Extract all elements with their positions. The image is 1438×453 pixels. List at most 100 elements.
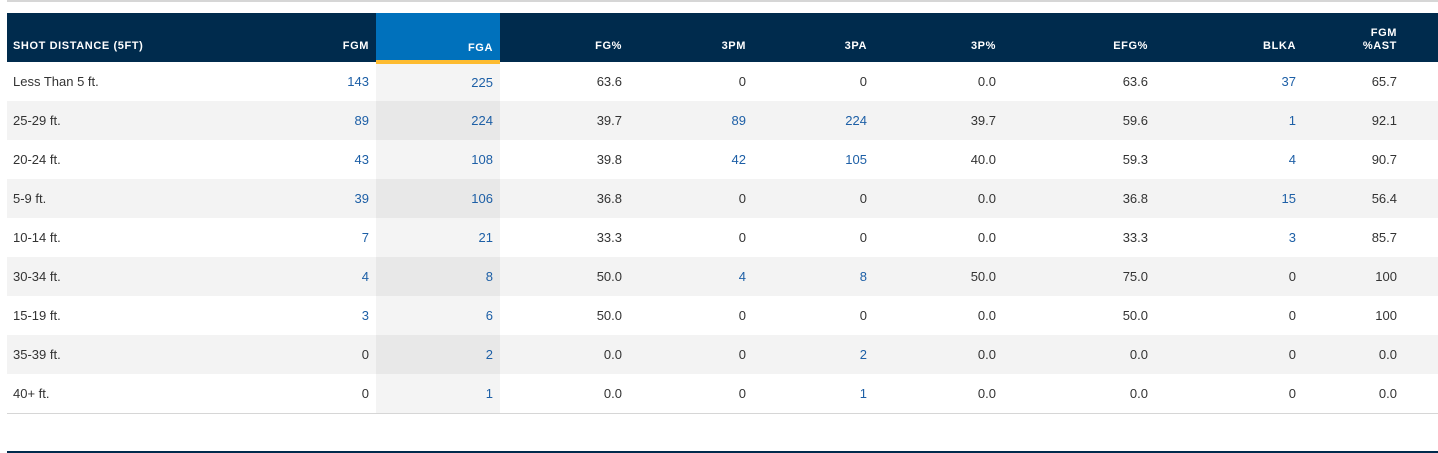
col-header-shot-distance[interactable]: SHOT DISTANCE (5FT) [13,40,144,52]
cell-fg-pct: 63.6 [500,62,630,101]
cell-efg-pct: 75.0 [1004,257,1157,296]
cell-fga-value[interactable]: 108 [471,152,493,167]
cell-3pa: 0 [754,62,876,101]
cell-fga-value[interactable]: 8 [485,269,493,284]
cell-3pa[interactable]: 2 [754,335,876,374]
cell-blka-value[interactable]: 1 [1288,113,1296,128]
cell-3pm-value[interactable]: 89 [731,113,746,128]
cell-distance-value: 20-24 ft. [13,152,61,167]
cell-3pa-value[interactable]: 1 [859,385,867,401]
cell-3pm: 0 [630,296,754,335]
cell-blka-value[interactable]: 15 [1281,191,1296,206]
cell-distance: 5-9 ft. [7,179,292,218]
cell-3pm[interactable]: 4 [630,257,754,296]
cell-3pa[interactable]: 105 [754,140,876,179]
cell-fgm-value[interactable]: 7 [361,230,369,245]
cell-3pa-value[interactable]: 105 [845,152,867,167]
cell-fga-value[interactable]: 106 [471,191,493,206]
cell-fgm-value: 0 [361,385,369,401]
cell-fgm-value[interactable]: 143 [347,74,369,89]
cell-fgm[interactable]: 7 [292,218,376,257]
cell-fgm[interactable]: 3 [292,296,376,335]
cell-fga[interactable]: 108 [376,140,500,179]
col-header-3pa[interactable]: 3PA [844,40,867,52]
cell-fgm-ast-value: 0.0 [1378,347,1397,362]
cell-distance-value: 30-34 ft. [13,269,61,284]
cell-distance-value: Less Than 5 ft. [13,74,99,89]
cell-3p-pct: 0.0 [876,335,1004,374]
cell-fgm-value[interactable]: 89 [354,113,369,128]
cell-fgm-value[interactable]: 39 [354,191,369,206]
cell-fga-value[interactable]: 21 [478,230,493,245]
cell-3pa-value[interactable]: 8 [859,269,867,284]
cell-3pa: 0 [754,296,876,335]
cell-3p-pct-value: 0.0 [977,308,996,323]
cell-3pm-value[interactable]: 42 [731,152,746,167]
cell-efg-pct: 33.3 [1004,218,1157,257]
cell-fgm-ast: 65.7 [1306,62,1438,101]
table-row: 25-29 ft. 89 224 39.7 89 224 39.7 59.6 1 92.1 [7,101,1438,140]
cell-blka[interactable]: 37 [1157,62,1306,101]
cell-blka[interactable]: 4 [1157,140,1306,179]
cell-fgm-value[interactable]: 43 [354,152,369,167]
cell-fga-value[interactable]: 224 [471,113,493,128]
cell-fgm: 0 [292,335,376,374]
cell-3pa[interactable]: 224 [754,101,876,140]
col-header-3pm[interactable]: 3PM [721,40,746,52]
cell-3pm[interactable]: 89 [630,101,754,140]
table-body: Less Than 5 ft. 143 225 63.6 0 0 0.0 63.6 37 65.7… [7,62,1438,414]
cell-3pa[interactable]: 8 [754,257,876,296]
col-header-fgm[interactable]: FGM [342,40,369,52]
cell-fga[interactable]: 225 [376,62,500,101]
cell-3pa-value[interactable]: 2 [859,347,867,362]
col-header-fga[interactable]: FGA [376,13,500,64]
col-header-fgm-ast[interactable]: FGM %AST [1362,27,1397,52]
cell-fgm-value[interactable]: 3 [361,308,369,323]
cell-distance-value: 40+ ft. [13,385,50,401]
cell-3pm: 0 [630,335,754,374]
cell-3pm-value[interactable]: 4 [738,269,746,284]
cell-fgm[interactable]: 43 [292,140,376,179]
cell-blka[interactable]: 15 [1157,179,1306,218]
cell-fgm-ast: 85.7 [1306,218,1438,257]
cell-fga-value[interactable]: 1 [485,385,493,401]
cell-fga-value[interactable]: 225 [471,75,493,90]
cell-fga[interactable]: 6 [376,296,500,335]
cell-fga-value[interactable]: 6 [485,308,493,323]
cell-fgm[interactable]: 39 [292,179,376,218]
cell-3pa[interactable]: 1 [754,374,876,414]
cell-blka-value[interactable]: 37 [1281,74,1296,89]
cell-3pa-value[interactable]: 224 [845,113,867,128]
cell-fga[interactable]: 2 [376,335,500,374]
col-header-efg-pct[interactable]: EFG% [1113,40,1148,52]
table-row: 40+ ft. 0 1 0.0 0 1 0.0 0.0 0 0.0 [7,374,1438,414]
cell-fga[interactable]: 8 [376,257,500,296]
col-header-fg-pct[interactable]: FG% [595,40,622,52]
cell-blka-value[interactable]: 4 [1288,152,1296,167]
cell-blka[interactable]: 1 [1157,101,1306,140]
cell-fga[interactable]: 1 [376,374,500,414]
cell-distance: 20-24 ft. [7,140,292,179]
cell-fgm[interactable]: 89 [292,101,376,140]
cell-fga-value[interactable]: 2 [485,347,493,362]
cell-3pm[interactable]: 42 [630,140,754,179]
cell-fga[interactable]: 224 [376,101,500,140]
cell-efg-pct-value: 59.6 [1122,113,1148,128]
cell-3p-pct: 0.0 [876,218,1004,257]
bottom-divider [7,451,1438,453]
cell-fga[interactable]: 106 [376,179,500,218]
cell-3p-pct: 40.0 [876,140,1004,179]
cell-fgm[interactable]: 143 [292,62,376,101]
cell-fg-pct-value: 33.3 [596,230,622,245]
table-row: 20-24 ft. 43 108 39.8 42 105 40.0 59.3 4 90.7 [7,140,1438,179]
col-header-3p-pct[interactable]: 3P% [970,40,996,52]
cell-efg-pct: 0.0 [1004,374,1157,414]
col-header-blka[interactable]: BLKA [1263,40,1296,52]
cell-blka[interactable]: 3 [1157,218,1306,257]
cell-fgm[interactable]: 4 [292,257,376,296]
cell-fgm-value[interactable]: 4 [361,269,369,284]
cell-fga[interactable]: 21 [376,218,500,257]
cell-blka-value[interactable]: 3 [1288,230,1296,245]
cell-blka: 0 [1157,335,1306,374]
cell-3pm: 0 [630,374,754,414]
